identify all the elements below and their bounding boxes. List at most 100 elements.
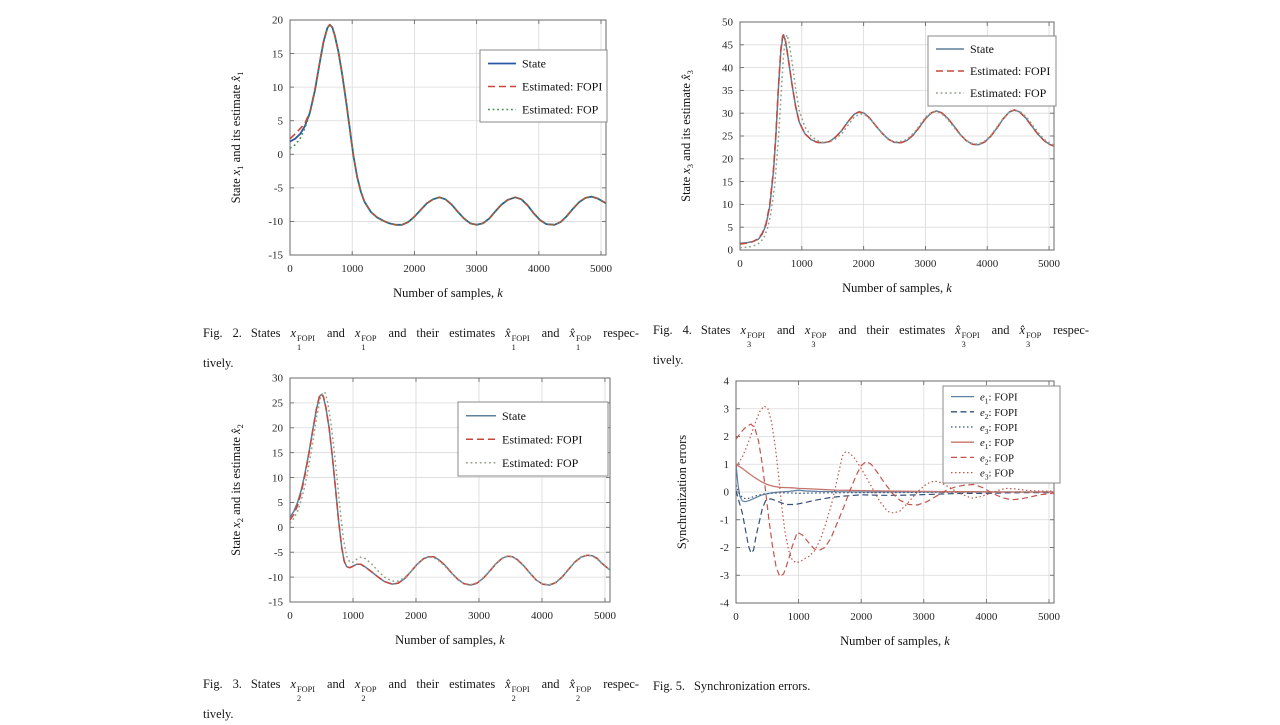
legend-label: State [970,42,994,56]
x-tick-label: 4000 [531,610,554,622]
caption-text: Fig. 3. [203,677,242,691]
y-tick-label: 45 [722,40,734,52]
legend-label: Estimated: FOPI [970,64,1050,78]
series-fig5-e3_fop [736,405,1054,564]
y-tick-label: 35 [722,85,734,97]
y-tick-label: -15 [268,250,283,262]
caption-text: x [354,326,361,340]
figure-2-block: 0 1000 2000 3000 4000 5000 -15 -10 -5 0 5 10 15 20 Num… [203,10,643,374]
caption-text: and their estimates [378,677,506,691]
series-fig5-e2_fopi [736,490,1054,554]
caption-line: Fig. 4. States x FOPI 3 and x FOP 3 and their… [653,319,1089,349]
y-tick-label: 30 [272,373,284,385]
y-tick-label: 40 [722,62,734,74]
legend-label: Estimated: FOP [522,103,599,117]
y-tick-label: -10 [268,572,283,584]
x-axis-label: Number of samples, k [395,633,505,647]
supsub-script: FOP 2 [361,685,377,703]
y-tick-label: -3 [720,570,730,582]
caption-text: x [354,677,361,691]
legend-label: e3: FOPI [980,422,1018,436]
y-axis-label: State x2 and its estimate x̂2 [229,424,245,556]
x-tick-label: 3000 [913,611,936,623]
x-tick-label: 0 [287,263,293,275]
caption-fig5: Fig. 5. Synchronization errors. [653,675,1089,697]
caption-line: tively. [203,703,639,725]
caption-text: x̂ [955,323,961,337]
caption-text: States [700,323,741,337]
x-tick-label: 0 [737,258,743,270]
x-tick-label: 1000 [791,258,814,270]
caption-line: tively. [653,349,1089,371]
y-tick-label: 25 [722,131,734,143]
legend-box [942,385,1061,484]
caption-text: and their estimates [828,323,956,337]
x-tick-label: 5000 [594,610,617,622]
x-tick-label: 4000 [975,611,998,623]
chart-svg-fig4: 0 1000 2000 3000 4000 5000 0 5 10 15 20 25 30 35 40 45 5… [679,17,1061,295]
x-tick-label: 1000 [341,263,364,275]
supsub-script: FOP 1 [575,334,592,352]
chart-state-x3: 0 1000 2000 3000 4000 5000 0 5 10 15 20 25 30 35 40 45 5… [653,12,1093,317]
y-tick-label: 4 [724,376,730,388]
y-tick-label: 50 [722,17,734,29]
y-tick-label: -2 [720,542,729,554]
y-tick-label: 5 [278,497,284,509]
caption-line: Fig. 5. Synchronization errors. [653,675,1089,697]
caption-text: x̂ [569,677,575,691]
legend-label: e1: FOP [980,437,1014,451]
x-tick-label: 2000 [403,263,426,275]
legend-label: Estimated: FOP [970,86,1047,100]
x-tick-label: 5000 [590,263,613,275]
caption-text: x̂ [505,326,511,340]
supsub-script: FOP 2 [575,685,592,703]
caption-text: x [290,326,296,340]
caption-text: x̂ [505,677,511,691]
y-tick-label: -5 [274,547,284,559]
caption-text: respec- [593,677,639,691]
y-tick-label: -5 [274,183,284,195]
caption-line: Fig. 2. States x FOPI 1 and x FOP 1 and their… [203,322,639,352]
y-tick-label: 3 [724,403,730,415]
supsub-script: FOP 3 [1025,331,1042,349]
caption-text: x̂ [569,326,575,340]
y-tick-label: 0 [278,522,284,534]
caption-text: and [766,323,805,337]
caption-text: x̂ [1019,323,1025,337]
x-tick-label: 3000 [468,610,491,622]
caption-text: x [804,323,811,337]
supsub-script: FOPI 3 [961,331,980,349]
x-tick-label: 0 [733,611,739,623]
caption-text: and [531,677,570,691]
caption-fig3: Fig. 3. States x FOPI 2 and x FOP 2 and their… [203,673,639,725]
y-tick-label: 15 [272,48,284,60]
y-tick-label: -1 [720,514,729,526]
supsub-script: FOPI 2 [511,685,530,703]
y-tick-label: 2 [724,431,730,443]
y-tick-label: 20 [272,15,284,27]
x-tick-label: 5000 [1038,611,1061,623]
caption-line: Fig. 3. States x FOPI 2 and x FOP 2 and their… [203,673,639,703]
caption-text: States [250,326,291,340]
caption-line: tively. [203,352,639,374]
caption-text: and [981,323,1020,337]
caption-text: and [316,326,355,340]
legend-label: State [522,57,546,71]
supsub-script: FOP 1 [361,334,377,352]
y-tick-label: 30 [722,108,734,120]
legend-label: e2: FOP [980,452,1014,466]
y-tick-label: 10 [722,199,734,211]
x-tick-label: 5000 [1038,258,1061,270]
figure-5-block: 0 1000 2000 3000 4000 5000 -4 -3 -2 -1 0 1 2 3 4 Number… [653,368,1093,697]
supsub-script: FOPI 1 [511,334,530,352]
series-group [736,405,1054,578]
caption-fig4: Fig. 4. States x FOPI 3 and x FOP 3 and their… [653,319,1089,371]
caption-text: tively. [203,707,234,722]
y-axis-label: State x1 and its estimate x̂1 [229,72,245,204]
legend-label: Estimated: FOPI [522,80,602,94]
y-axis-label: Synchronization errors [675,435,689,549]
x-tick-label: 3000 [466,263,489,275]
y-tick-label: 15 [722,176,734,188]
series-fig5-e1_fop [736,463,1054,493]
